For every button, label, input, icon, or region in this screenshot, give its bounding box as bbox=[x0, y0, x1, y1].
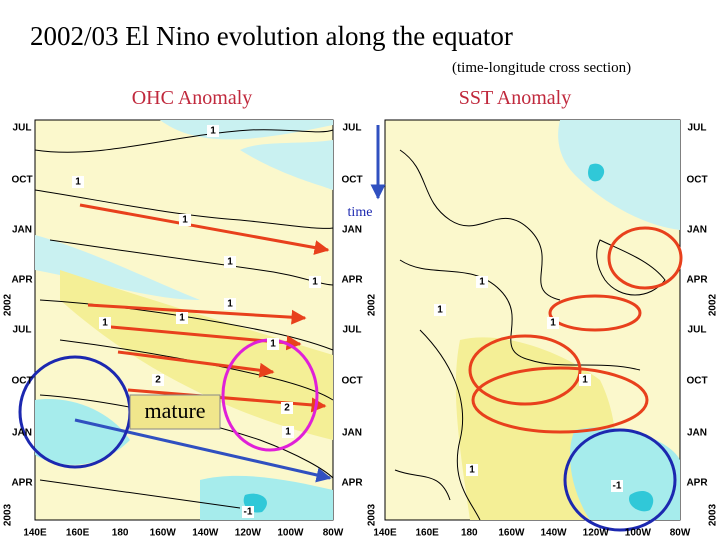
contour-label: 2 bbox=[284, 403, 290, 414]
longitude-label: 140W bbox=[541, 528, 568, 539]
time-label: OCT bbox=[11, 175, 32, 186]
contour-label: 1 bbox=[582, 375, 588, 386]
longitude-label: 140E bbox=[373, 528, 397, 539]
panel-title: SST Anomaly bbox=[459, 87, 571, 109]
year-label: 2002 bbox=[3, 293, 14, 316]
time-label: JAN bbox=[342, 428, 362, 439]
time-label: JAN bbox=[12, 428, 32, 439]
contour-label-bg bbox=[282, 426, 294, 438]
longitude-label: 120W bbox=[583, 528, 610, 539]
time-label: OCT bbox=[686, 376, 707, 387]
contour-label: 1 bbox=[550, 318, 556, 329]
time-label: OCT bbox=[341, 175, 362, 186]
time-label: JUL bbox=[13, 325, 32, 336]
longitude-label: 160E bbox=[66, 528, 90, 539]
ohc-field bbox=[34, 119, 334, 521]
time-label: APR bbox=[11, 275, 33, 286]
longitude-label: 140W bbox=[192, 528, 219, 539]
longitude-label: 80W bbox=[670, 528, 691, 539]
longitude-label: 140E bbox=[23, 528, 47, 539]
contour-label: 1 bbox=[479, 277, 485, 288]
contour-label: 1 bbox=[102, 318, 108, 329]
contour-label: 1 bbox=[75, 177, 81, 188]
time-label: JUL bbox=[343, 123, 362, 134]
contour-label: 1 bbox=[469, 465, 475, 476]
time-label: OCT bbox=[686, 175, 707, 186]
time-label: JAN bbox=[342, 225, 362, 236]
time-label: time bbox=[348, 205, 373, 220]
longitude-label: 80W bbox=[323, 528, 344, 539]
contour-label: 1 bbox=[227, 257, 233, 268]
annotation-shapes bbox=[18, 125, 683, 532]
year-label: 2002 bbox=[708, 293, 719, 316]
contour-label: 1 bbox=[182, 215, 188, 226]
longitude-label: 160W bbox=[498, 528, 525, 539]
time-label: OCT bbox=[11, 376, 32, 387]
time-label: JUL bbox=[343, 325, 362, 336]
contour-label-bg bbox=[72, 176, 84, 188]
contour-label-bg bbox=[547, 317, 559, 329]
year-label: 2002 bbox=[367, 293, 378, 316]
contour-label: 1 bbox=[312, 277, 318, 288]
contour-label-bg bbox=[242, 506, 254, 518]
contour-label: 2 bbox=[155, 375, 161, 386]
time-label: APR bbox=[11, 478, 33, 489]
slide-title: 2002/03 El Nino evolution along the equa… bbox=[30, 21, 513, 51]
contour-label-bg bbox=[176, 312, 188, 324]
time-label: APR bbox=[686, 478, 708, 489]
contour-label: 1 bbox=[437, 305, 443, 316]
contour-label-bg bbox=[207, 125, 219, 137]
contour-label: 1 bbox=[285, 427, 291, 438]
panel-title: OHC Anomaly bbox=[132, 87, 253, 109]
contour-label-bg bbox=[179, 214, 191, 226]
subtitle: (time-longitude cross section) bbox=[452, 60, 631, 76]
contour-label: -1 bbox=[244, 507, 253, 518]
longitude-label: 180 bbox=[112, 528, 129, 539]
year-label: 2003 bbox=[708, 503, 719, 526]
longitude-label: 120W bbox=[235, 528, 262, 539]
contour-label-bg bbox=[99, 317, 111, 329]
time-label: APR bbox=[341, 275, 363, 286]
contour-label-bg bbox=[309, 276, 321, 288]
time-label: OCT bbox=[341, 376, 362, 387]
time-label: JUL bbox=[688, 325, 707, 336]
time-label: JAN bbox=[687, 225, 707, 236]
contour-label-bg bbox=[579, 374, 591, 386]
year-label: 2003 bbox=[367, 503, 378, 526]
year-label: 2003 bbox=[3, 503, 14, 526]
time-label: JUL bbox=[688, 123, 707, 134]
contour-label: -1 bbox=[613, 481, 622, 492]
contour-label-bg bbox=[224, 256, 236, 268]
time-label: APR bbox=[341, 478, 363, 489]
contour-label: 1 bbox=[179, 313, 185, 324]
contour-label-bg bbox=[267, 338, 279, 350]
contour-label: 1 bbox=[270, 339, 276, 350]
longitude-label: 160W bbox=[150, 528, 177, 539]
contour-label-bg bbox=[476, 276, 488, 288]
contour-label-bg bbox=[611, 480, 623, 492]
contour-label: 1 bbox=[227, 299, 233, 310]
time-label: JAN bbox=[12, 225, 32, 236]
contour-label-bg bbox=[152, 374, 164, 386]
longitude-label: 100W bbox=[625, 528, 652, 539]
contour-label-bg bbox=[434, 304, 446, 316]
contour-label-bg bbox=[281, 402, 293, 414]
longitude-label: 160E bbox=[415, 528, 439, 539]
longitude-label: 180 bbox=[461, 528, 478, 539]
mature-box bbox=[129, 394, 221, 430]
time-label: JAN bbox=[687, 428, 707, 439]
time-label: JUL bbox=[13, 123, 32, 134]
time-label: APR bbox=[686, 275, 708, 286]
contour-label-bg bbox=[224, 298, 236, 310]
contour-label: 1 bbox=[210, 126, 216, 137]
contour-label-bg bbox=[466, 464, 478, 476]
longitude-label: 100W bbox=[277, 528, 304, 539]
mature-label: mature bbox=[144, 398, 205, 423]
